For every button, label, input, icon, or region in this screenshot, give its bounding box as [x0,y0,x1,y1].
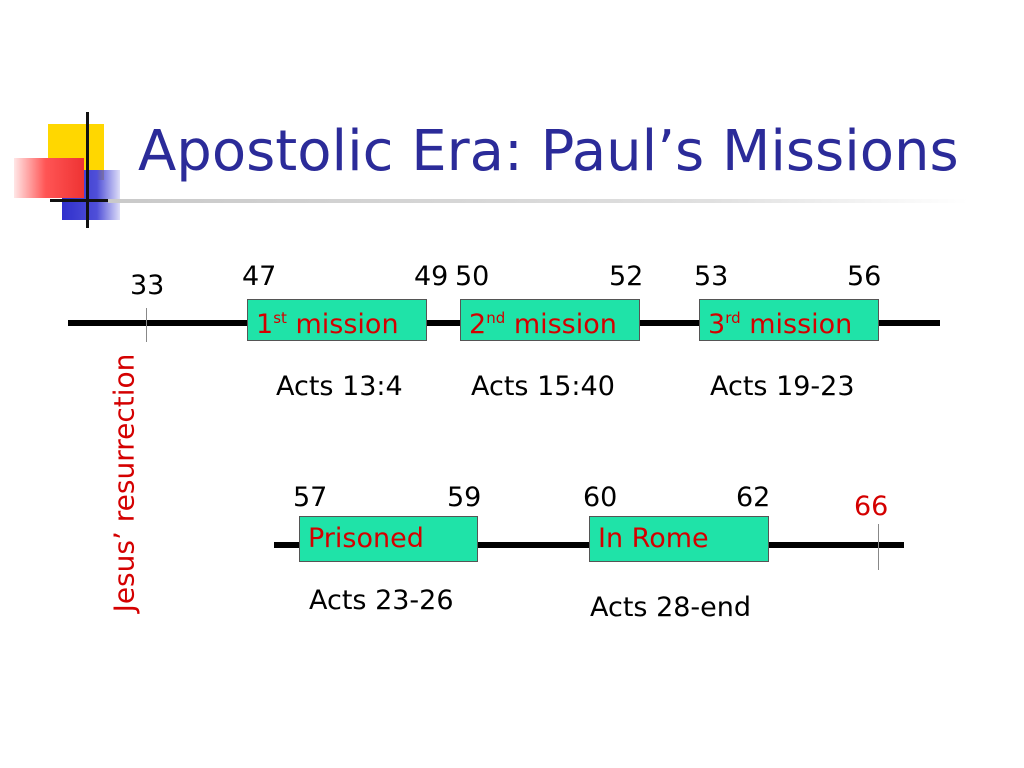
prisoned-label: Prisoned [308,523,424,554]
mission-3-end-year: 56 [847,261,882,292]
start-year: 33 [130,270,165,301]
prisoned-start-year: 57 [293,482,328,513]
in-rome-start-year: 60 [583,482,618,513]
mission-1-reference: Acts 13:4 [276,371,403,402]
mission-1-end-year: 49 [414,261,449,292]
start-event-label: Jesus’ resurrection [107,353,141,613]
mission-1-suffix: st [273,309,287,327]
mission-1-word: mission [295,309,399,340]
prisoned-end-year: 59 [447,482,482,513]
mission-3-reference: Acts 19-23 [710,371,855,402]
mission-1-box: 1st mission [247,299,427,341]
in-rome-box: In Rome [589,516,769,562]
mission-3-word: mission [749,309,853,340]
mission-1-ordinal: 1 [256,309,274,340]
mission-2-box: 2nd mission [460,299,640,341]
in-rome-end-year: 62 [736,482,771,513]
prisoned-box: Prisoned [299,516,478,562]
end-tick [878,524,879,570]
end-year: 66 [854,491,889,522]
in-rome-label: In Rome [598,523,709,554]
mission-2-start-year: 50 [455,261,490,292]
start-tick [146,308,147,342]
mission-2-word: mission [513,309,617,340]
mission-2-end-year: 52 [609,261,644,292]
mission-2-reference: Acts 15:40 [471,371,615,402]
prisoned-reference: Acts 23-26 [309,585,454,616]
title-underline [108,199,968,203]
mission-3-ordinal: 3 [708,309,726,340]
in-rome-reference: Acts 28-end [590,592,752,623]
logo-vertical-line [86,112,89,228]
mission-2-suffix: nd [486,309,506,327]
logo-horizontal-line [50,199,110,202]
mission-3-start-year: 53 [694,261,729,292]
mission-1-start-year: 47 [242,261,277,292]
slide-title: Apostolic Era: Paul’s Missions [138,119,959,184]
logo-red-bar [14,158,84,198]
mission-3-box: 3rd mission [699,299,879,341]
mission-2-ordinal: 2 [469,309,487,340]
mission-3-suffix: rd [725,309,741,327]
